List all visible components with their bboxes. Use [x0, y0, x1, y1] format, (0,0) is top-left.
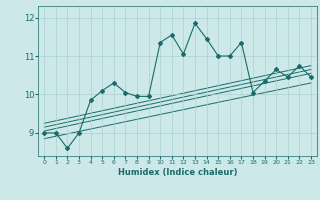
- X-axis label: Humidex (Indice chaleur): Humidex (Indice chaleur): [118, 168, 237, 177]
